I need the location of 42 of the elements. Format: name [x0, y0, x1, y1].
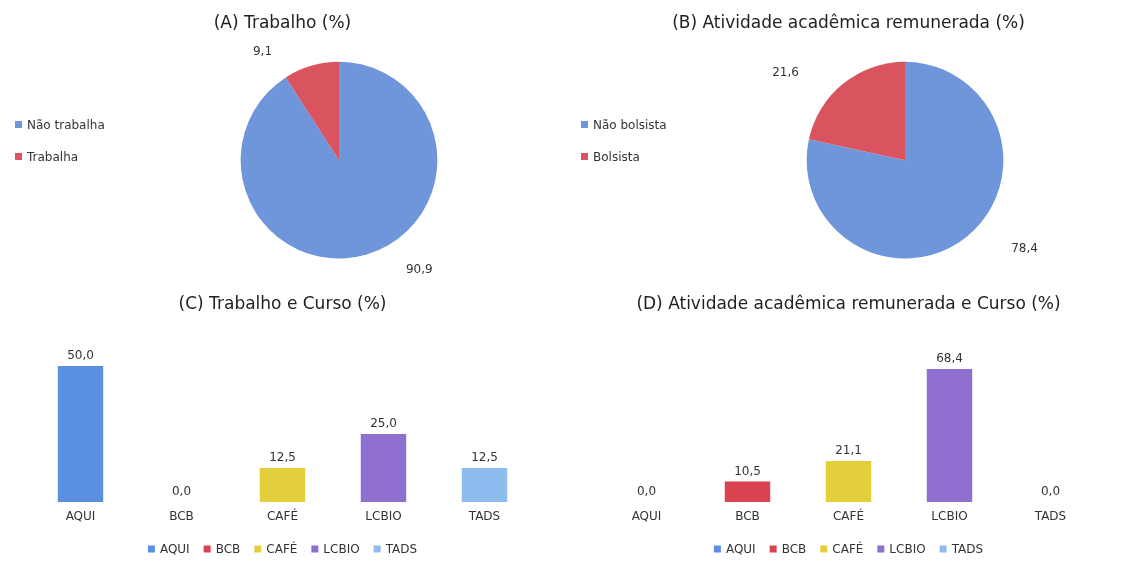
data-label: 12,5: [269, 450, 296, 464]
data-label: 9,1: [252, 44, 273, 59]
x-tick-label: LCBIO: [931, 509, 968, 523]
x-tick-label: CAFÉ: [266, 508, 299, 523]
legend-label: TADS: [950, 542, 984, 556]
x-tick-label: BCB: [735, 509, 760, 523]
x-tick-label: LCBIO: [365, 509, 402, 523]
chart-title: (B) Atividade acadêmica remunerada (%): [672, 11, 1025, 32]
data-label: 21,1: [835, 443, 862, 458]
data-label: 68,4: [936, 351, 963, 366]
legend-label: CAFÉ: [266, 541, 298, 556]
chart-title: (C) Trabalho e Curso (%): [178, 292, 387, 313]
data-label: 78,4: [1011, 241, 1038, 256]
legend-label: BCB: [781, 542, 807, 556]
data-label: 90,9: [405, 261, 433, 276]
legend-label: Não bolsista: [593, 117, 667, 132]
legend-label: CAFÉ: [832, 541, 864, 556]
data-label: 50,0: [67, 348, 94, 362]
data-label: 0,0: [1040, 484, 1061, 498]
x-tick-label: AQUI: [65, 509, 96, 523]
data-label: 12,5: [471, 450, 498, 464]
data-label: 25,0: [370, 416, 397, 430]
x-tick-label: CAFÉ: [832, 508, 865, 523]
x-tick-label: TADS: [467, 509, 501, 523]
data-label: 10,5: [734, 463, 761, 478]
chart-title: (D) Atividade acadêmica remunerada e Curso (%): [636, 292, 1061, 313]
data-label: 0,0: [636, 484, 657, 498]
legend-label: TADS: [384, 542, 418, 556]
legend-label: AQUI: [159, 542, 190, 556]
data-label: 0,0: [171, 484, 192, 498]
legend-label: Bolsista: [593, 149, 640, 164]
x-tick-label: AQUI: [631, 509, 662, 523]
data-label: 21,6: [772, 64, 799, 79]
legend-label: LCBIO: [323, 542, 360, 556]
x-tick-label: BCB: [169, 509, 194, 523]
legend-label: Não trabalha: [27, 117, 105, 132]
x-tick-label: TADS: [1033, 509, 1067, 523]
legend-label: LCBIO: [889, 542, 926, 556]
legend-label: AQUI: [725, 542, 756, 556]
chart-title: (A) Trabalho (%): [213, 11, 352, 32]
legend-label: Trabalha: [26, 149, 79, 164]
legend-label: BCB: [215, 542, 241, 556]
